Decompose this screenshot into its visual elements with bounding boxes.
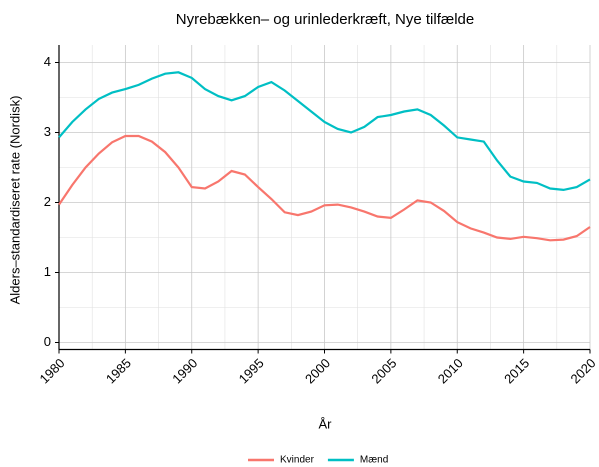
y-tick-label: 0 — [44, 334, 51, 349]
x-tick-label: 2015 — [501, 355, 532, 386]
chart-title: Nyrebækken– og urinlederkræft, Nye tilfæ… — [176, 11, 474, 28]
y-tick-label: 4 — [44, 54, 51, 69]
legend-label: Mænd — [360, 455, 388, 466]
x-tick-label: 2020 — [567, 355, 598, 386]
series-line — [58, 134, 591, 242]
x-tick-label: 1985 — [103, 355, 134, 386]
y-tick-label: 3 — [44, 124, 51, 139]
x-axis-label: År — [319, 416, 333, 431]
x-tick-label: 1980 — [36, 355, 67, 386]
x-tick-label: 2010 — [435, 355, 466, 386]
y-tick-label: 1 — [44, 264, 51, 279]
legend-label: Kvinder — [280, 455, 315, 466]
x-tick-label: 2005 — [368, 355, 399, 386]
x-tick-label: 1990 — [169, 355, 200, 386]
x-tick-label: 1995 — [236, 355, 267, 386]
y-axis-label: Alders–standardiseret rate (Nordisk) — [7, 96, 22, 305]
y-tick-label: 2 — [44, 194, 51, 209]
series-line — [58, 71, 591, 192]
x-tick-label: 2000 — [302, 355, 333, 386]
